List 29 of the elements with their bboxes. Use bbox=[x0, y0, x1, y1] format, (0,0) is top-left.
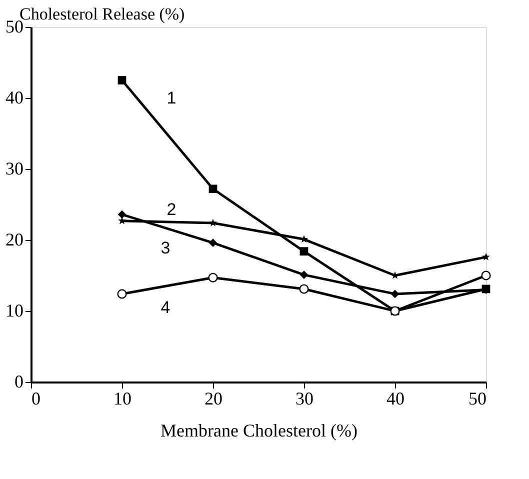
y-tick-label: 10 bbox=[6, 300, 24, 320]
x-tick-label: 20 bbox=[204, 388, 222, 408]
point bbox=[482, 252, 490, 260]
point bbox=[300, 270, 308, 279]
point bbox=[300, 247, 308, 256]
series-label: 1 bbox=[166, 88, 176, 108]
x-tick-label: 10 bbox=[114, 388, 132, 408]
x-tick-label: 50 bbox=[468, 388, 486, 408]
x-tick-label: 0 bbox=[32, 388, 40, 408]
point bbox=[208, 184, 218, 194]
point bbox=[209, 218, 217, 226]
point bbox=[118, 76, 126, 84]
point bbox=[118, 210, 126, 219]
x-tick-label: 30 bbox=[296, 388, 314, 408]
series-label: 3 bbox=[160, 238, 170, 258]
point bbox=[208, 238, 218, 248]
point bbox=[299, 284, 309, 294]
x-axis-title: Membrane Cholesterol (%) bbox=[160, 420, 358, 440]
x-tick-label: 40 bbox=[386, 388, 404, 408]
point bbox=[481, 270, 491, 280]
y-tick-label: 0 bbox=[14, 372, 24, 392]
point bbox=[117, 289, 127, 299]
point bbox=[390, 290, 400, 298]
series-label: 4 bbox=[160, 298, 170, 317]
y-tick-label: 20 bbox=[6, 230, 24, 250]
point bbox=[208, 272, 218, 282]
y-tick-label: 40 bbox=[6, 88, 24, 108]
y-tick-label: 30 bbox=[6, 158, 24, 178]
series-label: 2 bbox=[166, 200, 176, 219]
